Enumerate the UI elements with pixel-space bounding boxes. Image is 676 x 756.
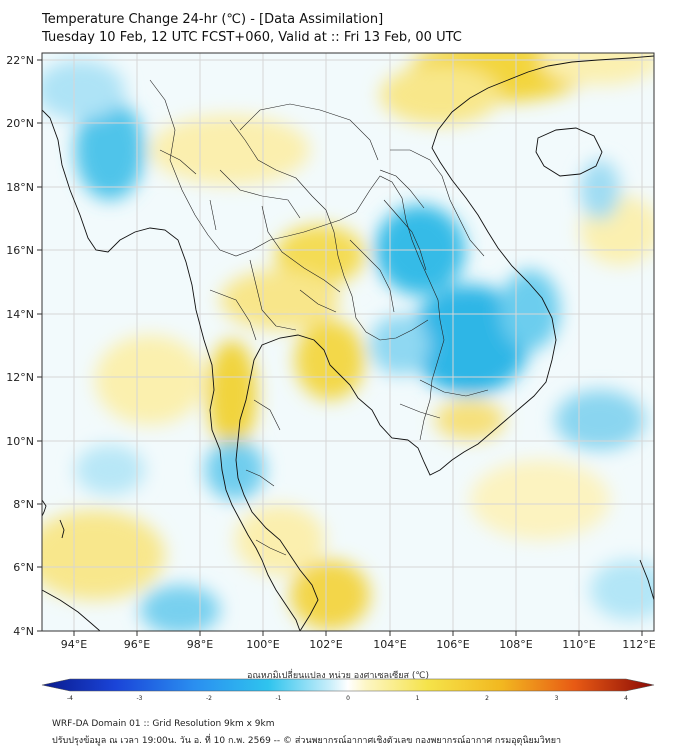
map-subtitle: Tuesday 10 Feb, 12 UTC FCST+060, Valid a… xyxy=(42,30,462,45)
colorbar-tick: 3 xyxy=(555,695,559,702)
colorbar-tick: 0 xyxy=(346,695,350,702)
colorbar-scale xyxy=(41,678,655,692)
lat-label: 22°N xyxy=(6,54,34,67)
lon-label: 108°E xyxy=(499,638,532,651)
lon-label: 100°E xyxy=(246,638,279,651)
colorbar-tick: 1 xyxy=(416,695,420,702)
map-frame xyxy=(41,52,655,632)
lon-label: 110°E xyxy=(562,638,595,651)
lon-label: 96°E xyxy=(124,638,150,651)
lat-label: 16°N xyxy=(6,244,34,257)
footer-update-info: ปรับปรุงข้อมูล ณ เวลา 19:00น. วัน อ. ที่… xyxy=(52,736,562,746)
lon-label: 112°E xyxy=(622,638,655,651)
map-title: Temperature Change 24-hr (℃) - [Data Ass… xyxy=(42,12,384,27)
lat-label: 6°N xyxy=(13,561,34,574)
colorbar: -4 -3 -2 -1 0 1 2 3 4 xyxy=(41,678,655,702)
lat-label: 4°N xyxy=(13,625,34,638)
colorbar-tick: 4 xyxy=(624,695,628,702)
colorbar-tick: -2 xyxy=(206,695,212,702)
coastlines xyxy=(42,55,654,631)
lon-label: 104°E xyxy=(373,638,406,651)
lon-label: 94°E xyxy=(61,638,87,651)
lat-label: 12°N xyxy=(6,371,34,384)
temperature-field xyxy=(42,53,654,631)
lon-label: 106°E xyxy=(436,638,469,651)
lon-label: 102°E xyxy=(309,638,342,651)
borders xyxy=(149,79,489,556)
colorbar-tick: -1 xyxy=(276,695,282,702)
temperature-change-map: 22°N 20°N 18°N 16°N 14°N 12°N 10°N 8°N 6… xyxy=(6,52,656,651)
lat-label: 10°N xyxy=(6,435,34,448)
lat-label: 8°N xyxy=(13,498,34,511)
lat-label: 20°N xyxy=(6,117,34,130)
colorbar-tick: -3 xyxy=(137,695,143,702)
lat-label: 14°N xyxy=(6,308,34,321)
graticule xyxy=(42,53,654,631)
footer-grid-info: WRF-DA Domain 01 :: Grid Resolution 9km … xyxy=(52,719,275,729)
colorbar-title: อุณหภูมิเปลี่ยนแปลง หน่วย องศาเซลเซียส (… xyxy=(246,671,430,681)
lon-label: 98°E xyxy=(187,638,213,651)
lat-label: 18°N xyxy=(6,181,34,194)
colorbar-tick: 2 xyxy=(485,695,489,702)
colorbar-tick: -4 xyxy=(67,695,73,702)
